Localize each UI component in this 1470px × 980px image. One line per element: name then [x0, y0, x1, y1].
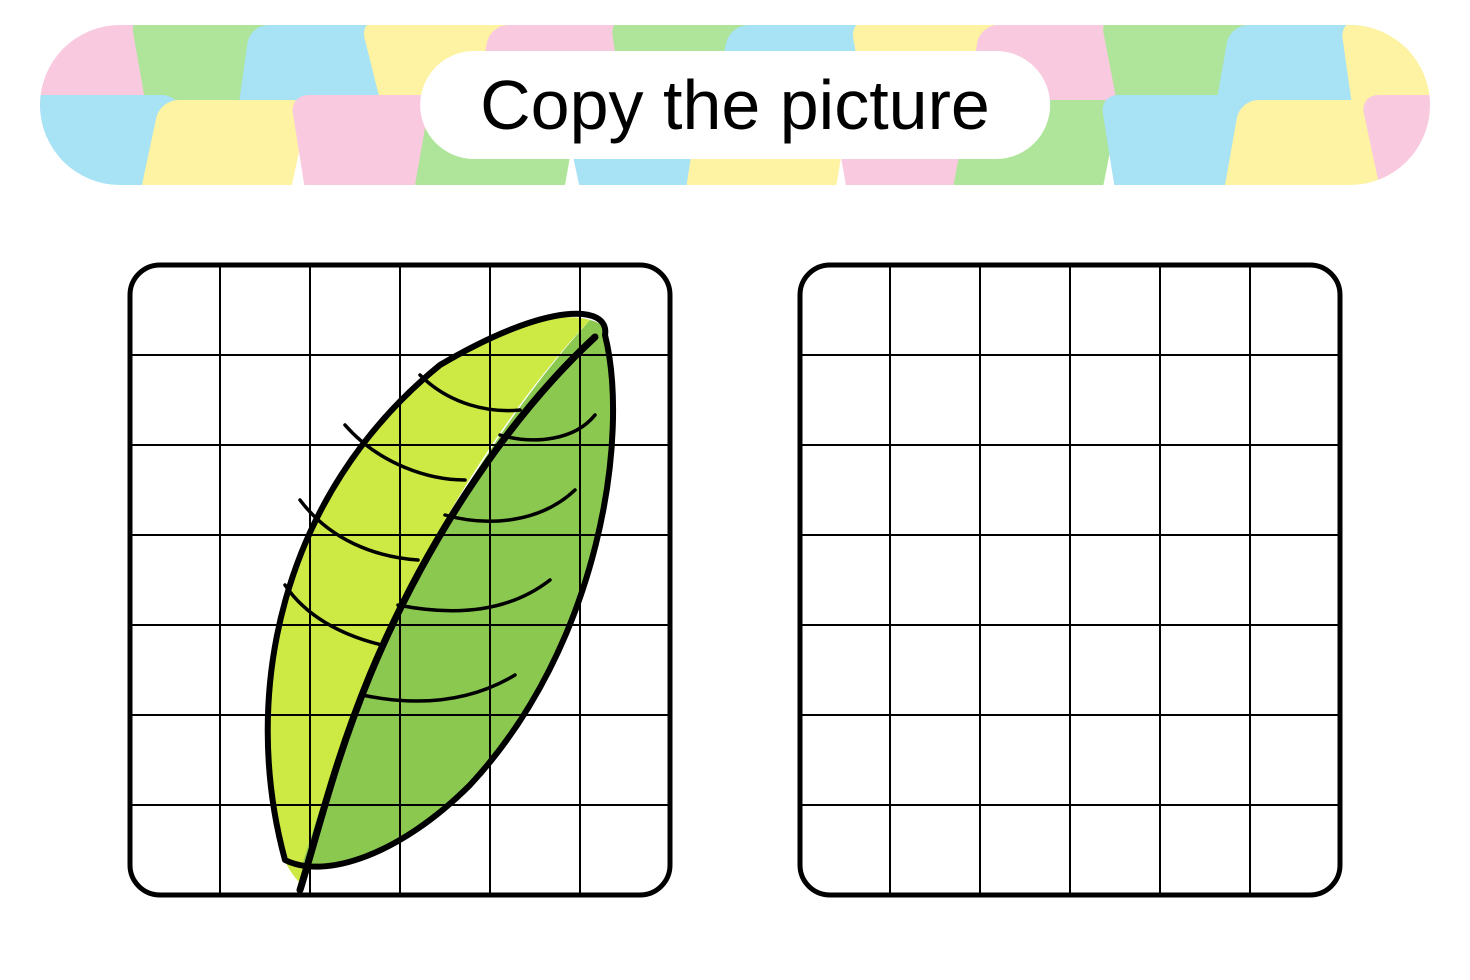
- target-grid-svg[interactable]: [795, 260, 1345, 900]
- source-grid: [125, 260, 675, 905]
- grids-row: [0, 260, 1470, 905]
- worksheet-page: Copy the picture: [0, 0, 1470, 980]
- source-grid-svg: [125, 260, 675, 900]
- target-grid[interactable]: [795, 260, 1345, 905]
- title-pill: Copy the picture: [420, 51, 1050, 159]
- page-title: Copy the picture: [480, 66, 990, 144]
- header-banner: Copy the picture: [40, 25, 1430, 185]
